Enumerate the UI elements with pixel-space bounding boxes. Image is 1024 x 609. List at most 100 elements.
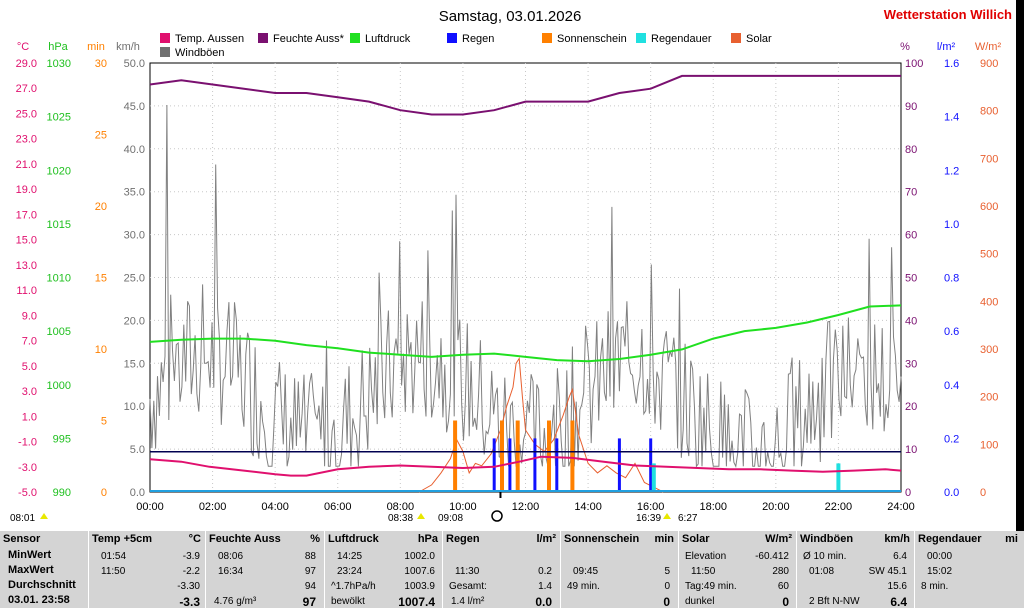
feuchte-line bbox=[149, 74, 901, 116]
solar-max-value: 280 bbox=[772, 566, 789, 577]
wind-max-time: 01:08 bbox=[809, 566, 835, 577]
luftdruck-min-value: 1002.0 bbox=[404, 551, 435, 562]
axis-tick-temp-10: 9.0 bbox=[22, 310, 37, 322]
sonne-total-label: 49 min. bbox=[567, 581, 600, 592]
axis-tick-lm2-4: 0.8 bbox=[944, 273, 959, 285]
axis-tick-pct-10: 0 bbox=[905, 487, 911, 499]
axis-tick-kmh-4: 30.0 bbox=[124, 230, 145, 242]
solar-elevation-label: Elevation bbox=[685, 551, 727, 562]
luftdruck-max-time: 23:24 bbox=[337, 566, 363, 577]
axis-tick-pct-8: 20 bbox=[905, 401, 917, 413]
axis-tick-pct-6: 40 bbox=[905, 315, 917, 327]
legend-label-6: Solar bbox=[746, 33, 772, 45]
solar-header: Solar W/m² bbox=[682, 533, 792, 545]
sonne-avg-value: 0 bbox=[664, 581, 670, 592]
sun-icon-sunset bbox=[663, 513, 671, 519]
axis-tick-min-3: 15 bbox=[95, 273, 107, 285]
x-tick-11: 22:00 bbox=[825, 501, 853, 513]
axis-tick-temp-13: 3.0 bbox=[22, 386, 37, 398]
sunset-label: 16:39 bbox=[636, 513, 661, 524]
temp-unit: °C bbox=[188, 533, 201, 545]
wind-avg10-value: 6.4 bbox=[893, 551, 907, 562]
sonnenschein-bar-4 bbox=[570, 420, 575, 492]
axis-tick-pct-7: 30 bbox=[905, 358, 917, 370]
solar-avg-value: 60 bbox=[777, 581, 789, 592]
axis-tick-kmh-10: 0.0 bbox=[130, 487, 145, 499]
axis-tick-kmh-6: 20.0 bbox=[124, 315, 145, 327]
axis-tick-min-0: 30 bbox=[95, 58, 107, 70]
axis-tick-lm2-2: 1.2 bbox=[944, 165, 959, 177]
luftdruck-header: Luftdruck hPa bbox=[328, 533, 438, 545]
daylength-label: 6:27 bbox=[678, 513, 698, 524]
axis-tick-temp-0: 29.0 bbox=[16, 58, 37, 70]
regendauer-header-label: Regendauer bbox=[918, 533, 982, 545]
legend-swatch-2 bbox=[350, 33, 360, 43]
axis-tick-pct-0: 100 bbox=[905, 58, 923, 70]
x-tick-7: 14:00 bbox=[574, 501, 602, 513]
temp-header: Temp +5cm °C bbox=[92, 533, 201, 545]
legend-swatch-3 bbox=[447, 33, 457, 43]
sunrise-label: 08:38 bbox=[388, 513, 413, 524]
axis-tick-hpa-7: 995 bbox=[53, 433, 71, 445]
sonne-header: Sonnenschein min bbox=[564, 533, 674, 545]
luftdruck-avg-value: 1003.9 bbox=[404, 581, 435, 592]
regen-header-label: Regen bbox=[446, 533, 480, 545]
luftdruck-column: Luftdruck hPa 14:25 1002.0 23:24 1007.6 ^… bbox=[324, 531, 442, 609]
sonne-header-label: Sonnenschein bbox=[564, 533, 640, 545]
axis-tick-temp-6: 17.0 bbox=[16, 209, 37, 221]
legend-swatch-6 bbox=[731, 33, 741, 43]
stats-table: Sensor MinWert MaxWert Durchschnitt 03.0… bbox=[0, 531, 1024, 609]
feuchte-abs-value: 4.76 g/m³ bbox=[214, 596, 257, 607]
regendauer-bar-0 bbox=[651, 463, 656, 492]
axis-tick-kmh-9: 5.0 bbox=[130, 444, 145, 456]
x-tick-8: 16:00 bbox=[637, 501, 665, 513]
axis-tick-pct-4: 60 bbox=[905, 230, 917, 242]
axis-tick-temp-11: 7.0 bbox=[22, 336, 37, 348]
x-tick-3: 06:00 bbox=[324, 501, 352, 513]
regendauer-total: 8 min. bbox=[921, 581, 949, 592]
axis-unit-hpa: hPa bbox=[48, 41, 68, 53]
axis-tick-lm2-0: 1.6 bbox=[944, 58, 959, 70]
axis-tick-wm2-9: 0 bbox=[980, 487, 986, 499]
axis-tick-temp-7: 15.0 bbox=[16, 235, 37, 247]
axis-tick-wm2-0: 900 bbox=[980, 58, 998, 70]
legend-label-2: Luftdruck bbox=[365, 33, 411, 45]
station-name: Wetterstation Willich bbox=[884, 7, 1012, 22]
axis-tick-hpa-2: 1020 bbox=[47, 165, 71, 177]
feuchte-current-value: 97 bbox=[302, 595, 316, 609]
axis-tick-wm2-5: 400 bbox=[980, 296, 998, 308]
regen-max-value: 0.2 bbox=[538, 566, 552, 577]
row-label-min: MinWert bbox=[8, 549, 52, 561]
regen-bar-4 bbox=[617, 438, 621, 492]
regendauer-unit: mi bbox=[1005, 533, 1018, 545]
axis-unit-pct: % bbox=[900, 41, 910, 53]
regen-current-value: 0.0 bbox=[535, 595, 552, 609]
axis-tick-kmh-1: 45.0 bbox=[124, 101, 145, 113]
axis-tick-min-4: 10 bbox=[95, 344, 107, 356]
regen-bar-0 bbox=[492, 438, 496, 492]
legend: Temp. Aussen Feuchte Auss* Luftdruck Regen S… bbox=[160, 33, 772, 59]
wind-current-value: 6.4 bbox=[890, 595, 907, 609]
axis-tick-lm2-8: 0.0 bbox=[944, 487, 959, 499]
sonne-max-value: 5 bbox=[664, 566, 670, 577]
x-tick-1: 02:00 bbox=[199, 501, 227, 513]
regendauer-header: Regendauer mi bbox=[918, 533, 1018, 545]
legend-label-7: Windböen bbox=[175, 47, 225, 59]
solar-line bbox=[418, 356, 664, 493]
sun-icon-left bbox=[40, 513, 48, 519]
sonne-column: Sonnenschein min 09:45 5 49 min. 0 0 bbox=[560, 531, 678, 609]
axis-unit-kmh: km/h bbox=[116, 41, 140, 53]
wind-max-value: SW 45.1 bbox=[868, 566, 907, 577]
legend-label-1: Feuchte Auss* bbox=[273, 33, 345, 45]
axis-tick-kmh-2: 40.0 bbox=[124, 144, 145, 156]
feuchte-header-label: Feuchte Auss bbox=[209, 533, 281, 545]
axis-tick-min-2: 20 bbox=[95, 201, 107, 213]
solar-elevation-value: -60.412 bbox=[755, 551, 789, 562]
temp-column: Temp +5cm °C 01:54 -3.9 11:50 -2.2 -3.30 … bbox=[88, 531, 205, 609]
x-tick-10: 20:00 bbox=[762, 501, 790, 513]
luftdruck-forecast: bewölkt bbox=[331, 596, 365, 607]
wind-avg-value: 15.6 bbox=[887, 581, 907, 592]
axis-tick-temp-3: 23.0 bbox=[16, 134, 37, 146]
windboeen-line bbox=[149, 104, 902, 468]
legend-label-3: Regen bbox=[462, 33, 494, 45]
